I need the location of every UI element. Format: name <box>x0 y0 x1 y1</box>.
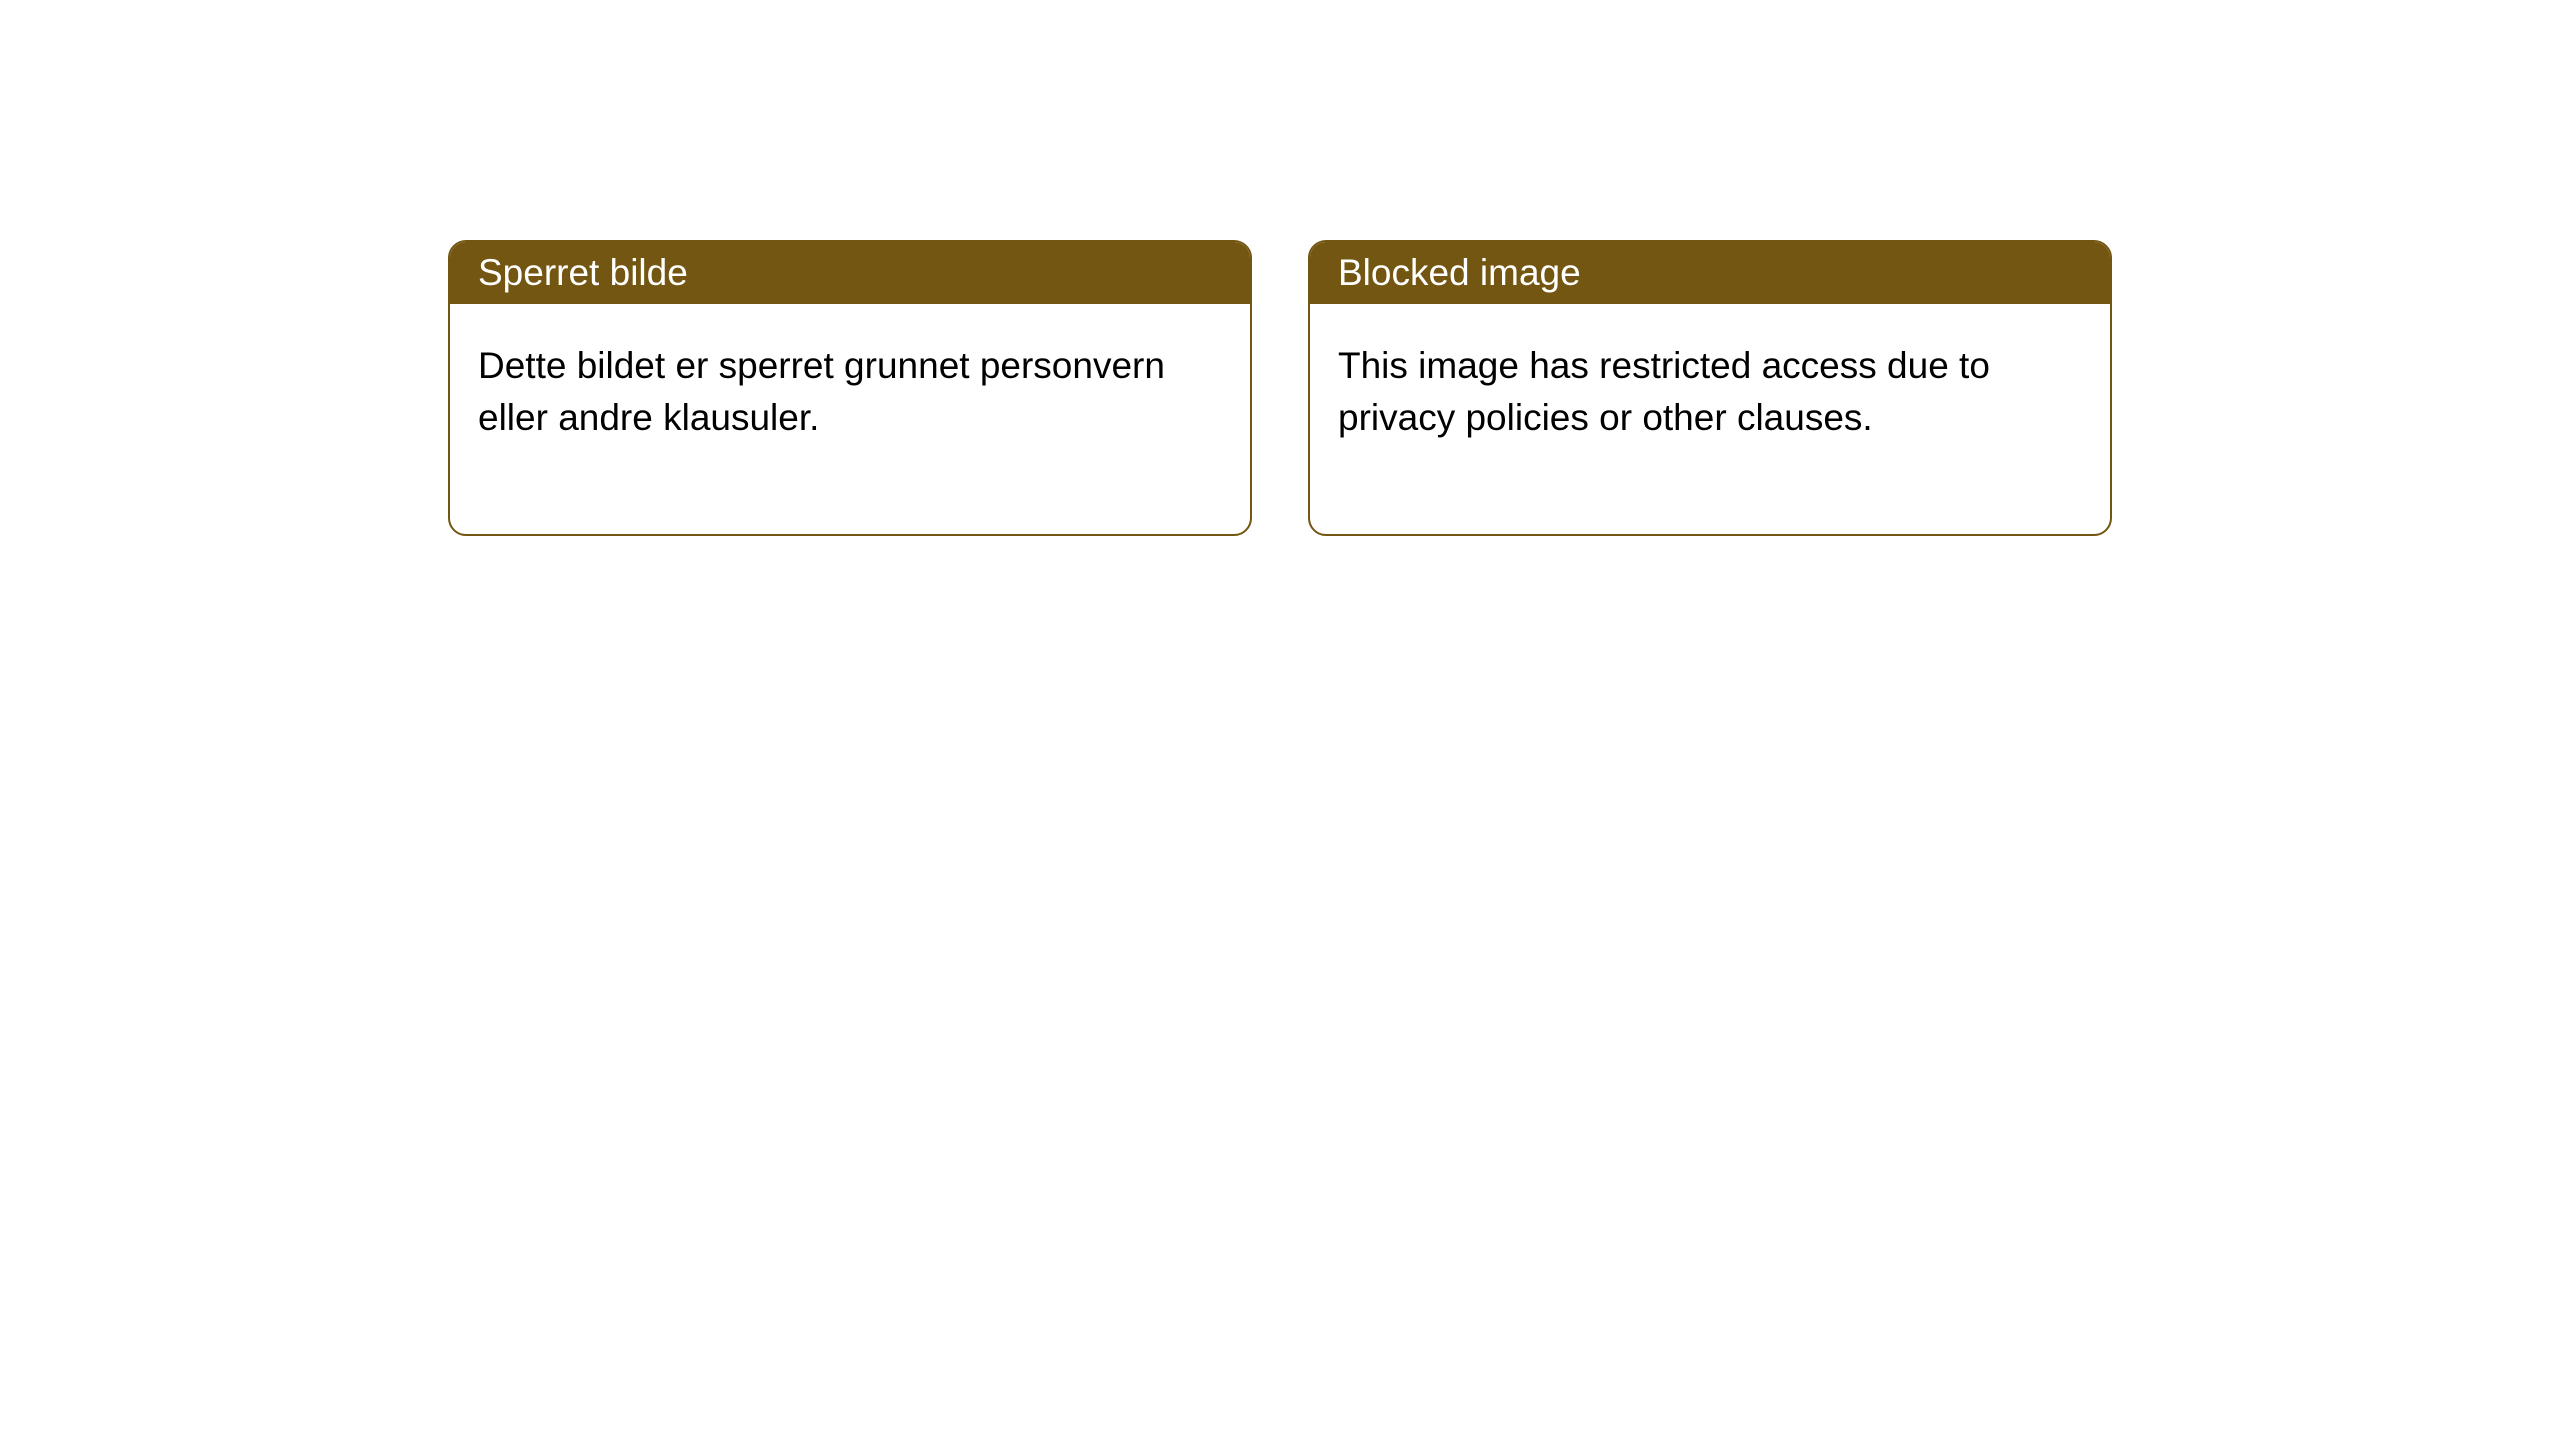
notice-body-english: This image has restricted access due to … <box>1310 304 2110 534</box>
notice-container: Sperret bilde Dette bildet er sperret gr… <box>0 0 2560 536</box>
notice-title-norwegian: Sperret bilde <box>478 252 688 293</box>
notice-body-norwegian: Dette bildet er sperret grunnet personve… <box>450 304 1250 534</box>
notice-text-english: This image has restricted access due to … <box>1338 345 1990 438</box>
notice-text-norwegian: Dette bildet er sperret grunnet personve… <box>478 345 1165 438</box>
notice-box-norwegian: Sperret bilde Dette bildet er sperret gr… <box>448 240 1252 536</box>
notice-header-english: Blocked image <box>1310 242 2110 304</box>
notice-box-english: Blocked image This image has restricted … <box>1308 240 2112 536</box>
notice-header-norwegian: Sperret bilde <box>450 242 1250 304</box>
notice-title-english: Blocked image <box>1338 252 1581 293</box>
